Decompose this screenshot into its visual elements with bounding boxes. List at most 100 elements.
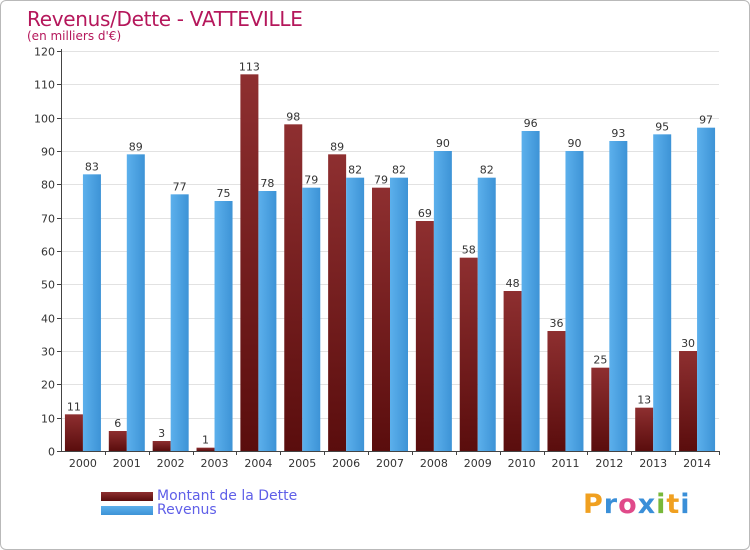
x-tick-label: 2010: [508, 457, 536, 470]
y-tick-label: 50: [41, 279, 55, 292]
bar-debt: [591, 367, 610, 451]
x-tick-label: 2000: [69, 457, 97, 470]
logo-letter: P: [583, 489, 604, 520]
data-label-revenue: 83: [85, 160, 99, 173]
bar-debt: [459, 257, 478, 451]
logo-letter: i: [680, 489, 691, 520]
y-tick-label: 30: [41, 346, 55, 359]
bar-revenue: [433, 151, 452, 451]
y-tick-label: 40: [41, 313, 55, 326]
bar-debt: [372, 187, 390, 451]
bar-revenue: [302, 187, 321, 451]
legend-item-revenue: Revenus: [101, 502, 217, 518]
bar-debt: [284, 124, 303, 451]
bar-debt: [152, 441, 171, 451]
bar-debt: [328, 154, 347, 452]
x-tick-label: 2002: [157, 457, 185, 470]
bar-revenue: [477, 177, 496, 451]
bar-revenue: [82, 174, 101, 452]
data-label-revenue: 90: [436, 137, 450, 150]
data-label-revenue: 93: [611, 127, 625, 140]
data-label-revenue: 79: [304, 174, 318, 187]
bar-debt: [547, 331, 566, 451]
y-tick-label: 10: [41, 413, 55, 426]
bar-revenue: [214, 201, 233, 451]
x-tick-label: 2011: [551, 457, 579, 470]
bar-revenue: [258, 191, 277, 451]
bar-revenue: [653, 134, 672, 452]
logo-letter: x: [637, 489, 657, 520]
data-label-revenue: 82: [348, 164, 362, 177]
data-label-debt: 1: [202, 434, 209, 447]
legend-swatch-revenue: [101, 505, 153, 515]
data-label-debt: 3: [158, 427, 165, 440]
bar-revenue: [697, 127, 716, 452]
data-label-revenue: 82: [392, 164, 406, 177]
data-label-debt: 30: [681, 337, 695, 350]
x-tick-label: 2012: [595, 457, 623, 470]
data-label-debt: 79: [374, 174, 388, 187]
logo-letter: r: [603, 489, 619, 520]
x-tick-label: 2007: [376, 457, 404, 470]
data-label-debt: 89: [330, 140, 344, 153]
y-tick-label: 60: [41, 246, 55, 259]
y-tick-label: 80: [41, 179, 55, 192]
y-tick-label: 120: [34, 46, 55, 59]
data-label-revenue: 89: [129, 140, 143, 153]
data-label-revenue: 75: [217, 187, 231, 200]
data-label-debt: 25: [593, 354, 607, 367]
proxiti-logo: Proxiti: [583, 489, 691, 520]
y-tick-label: 70: [41, 213, 55, 226]
data-label-debt: 11: [67, 400, 81, 413]
x-tick-label: 2008: [420, 457, 448, 470]
data-label-revenue: 90: [567, 137, 581, 150]
data-label-debt: 13: [637, 394, 651, 407]
x-tick-label: 2001: [113, 457, 141, 470]
bar-debt: [635, 407, 654, 451]
data-label-revenue: 82: [480, 164, 494, 177]
data-label-debt: 69: [418, 207, 432, 220]
bar-debt: [415, 221, 434, 451]
legend-item-debt: Montant de la Dette: [101, 488, 297, 504]
data-label-debt: 36: [549, 317, 563, 330]
logo-letter: o: [618, 489, 638, 520]
x-tick-label: 2004: [244, 457, 272, 470]
y-tick-label: 90: [41, 146, 55, 159]
x-tick-label: 2005: [288, 457, 316, 470]
y-tick-label: 110: [34, 79, 55, 92]
data-label-revenue: 95: [655, 120, 669, 133]
data-label-revenue: 97: [699, 114, 713, 127]
bar-revenue: [126, 154, 145, 452]
bar-revenue: [170, 194, 189, 452]
bar-revenue: [346, 177, 365, 451]
bar-revenue: [609, 141, 628, 451]
legend-label-revenue: Revenus: [157, 502, 217, 518]
logo-letter: t: [666, 489, 681, 520]
bar-debt: [679, 351, 698, 451]
x-tick-label: 2013: [639, 457, 667, 470]
y-tick-label: 0: [48, 446, 55, 459]
y-tick-label: 20: [41, 379, 55, 392]
bar-revenue: [390, 177, 408, 451]
logo-letter: i: [656, 489, 667, 520]
chart-title: Revenus/Dette - VATTEVILLE: [27, 7, 303, 31]
data-label-debt: 98: [286, 110, 300, 123]
x-tick-label: 2009: [464, 457, 492, 470]
bar-debt: [64, 414, 83, 451]
bar-debt: [503, 291, 522, 451]
legend-label-debt: Montant de la Dette: [157, 488, 298, 504]
data-label-revenue: 96: [524, 117, 538, 130]
x-tick-label: 2014: [683, 457, 711, 470]
bar-revenue: [565, 151, 584, 451]
data-label-revenue: 77: [173, 180, 187, 193]
x-tick-label: 2006: [332, 457, 360, 470]
y-tick-label: 100: [34, 113, 55, 126]
bar-debt: [108, 431, 127, 451]
x-tick-label: 2003: [201, 457, 229, 470]
bar-debt: [196, 447, 215, 451]
data-label-debt: 6: [114, 417, 121, 430]
data-label-debt: 113: [239, 60, 260, 73]
bar-revenue: [521, 131, 540, 451]
